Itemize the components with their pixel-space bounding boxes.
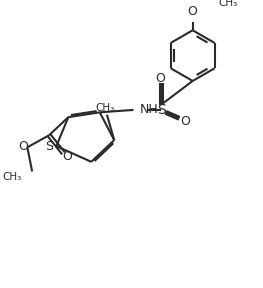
Text: CH₃: CH₃	[2, 173, 21, 183]
Text: O: O	[18, 140, 28, 153]
Text: O: O	[155, 71, 165, 85]
Text: O: O	[62, 150, 72, 164]
Text: NH: NH	[140, 103, 158, 116]
Text: S: S	[157, 103, 166, 117]
Text: CH₃: CH₃	[95, 103, 114, 113]
Text: O: O	[180, 115, 190, 128]
Text: O: O	[187, 5, 197, 18]
Text: S: S	[45, 140, 54, 153]
Text: CH₃: CH₃	[219, 0, 238, 7]
